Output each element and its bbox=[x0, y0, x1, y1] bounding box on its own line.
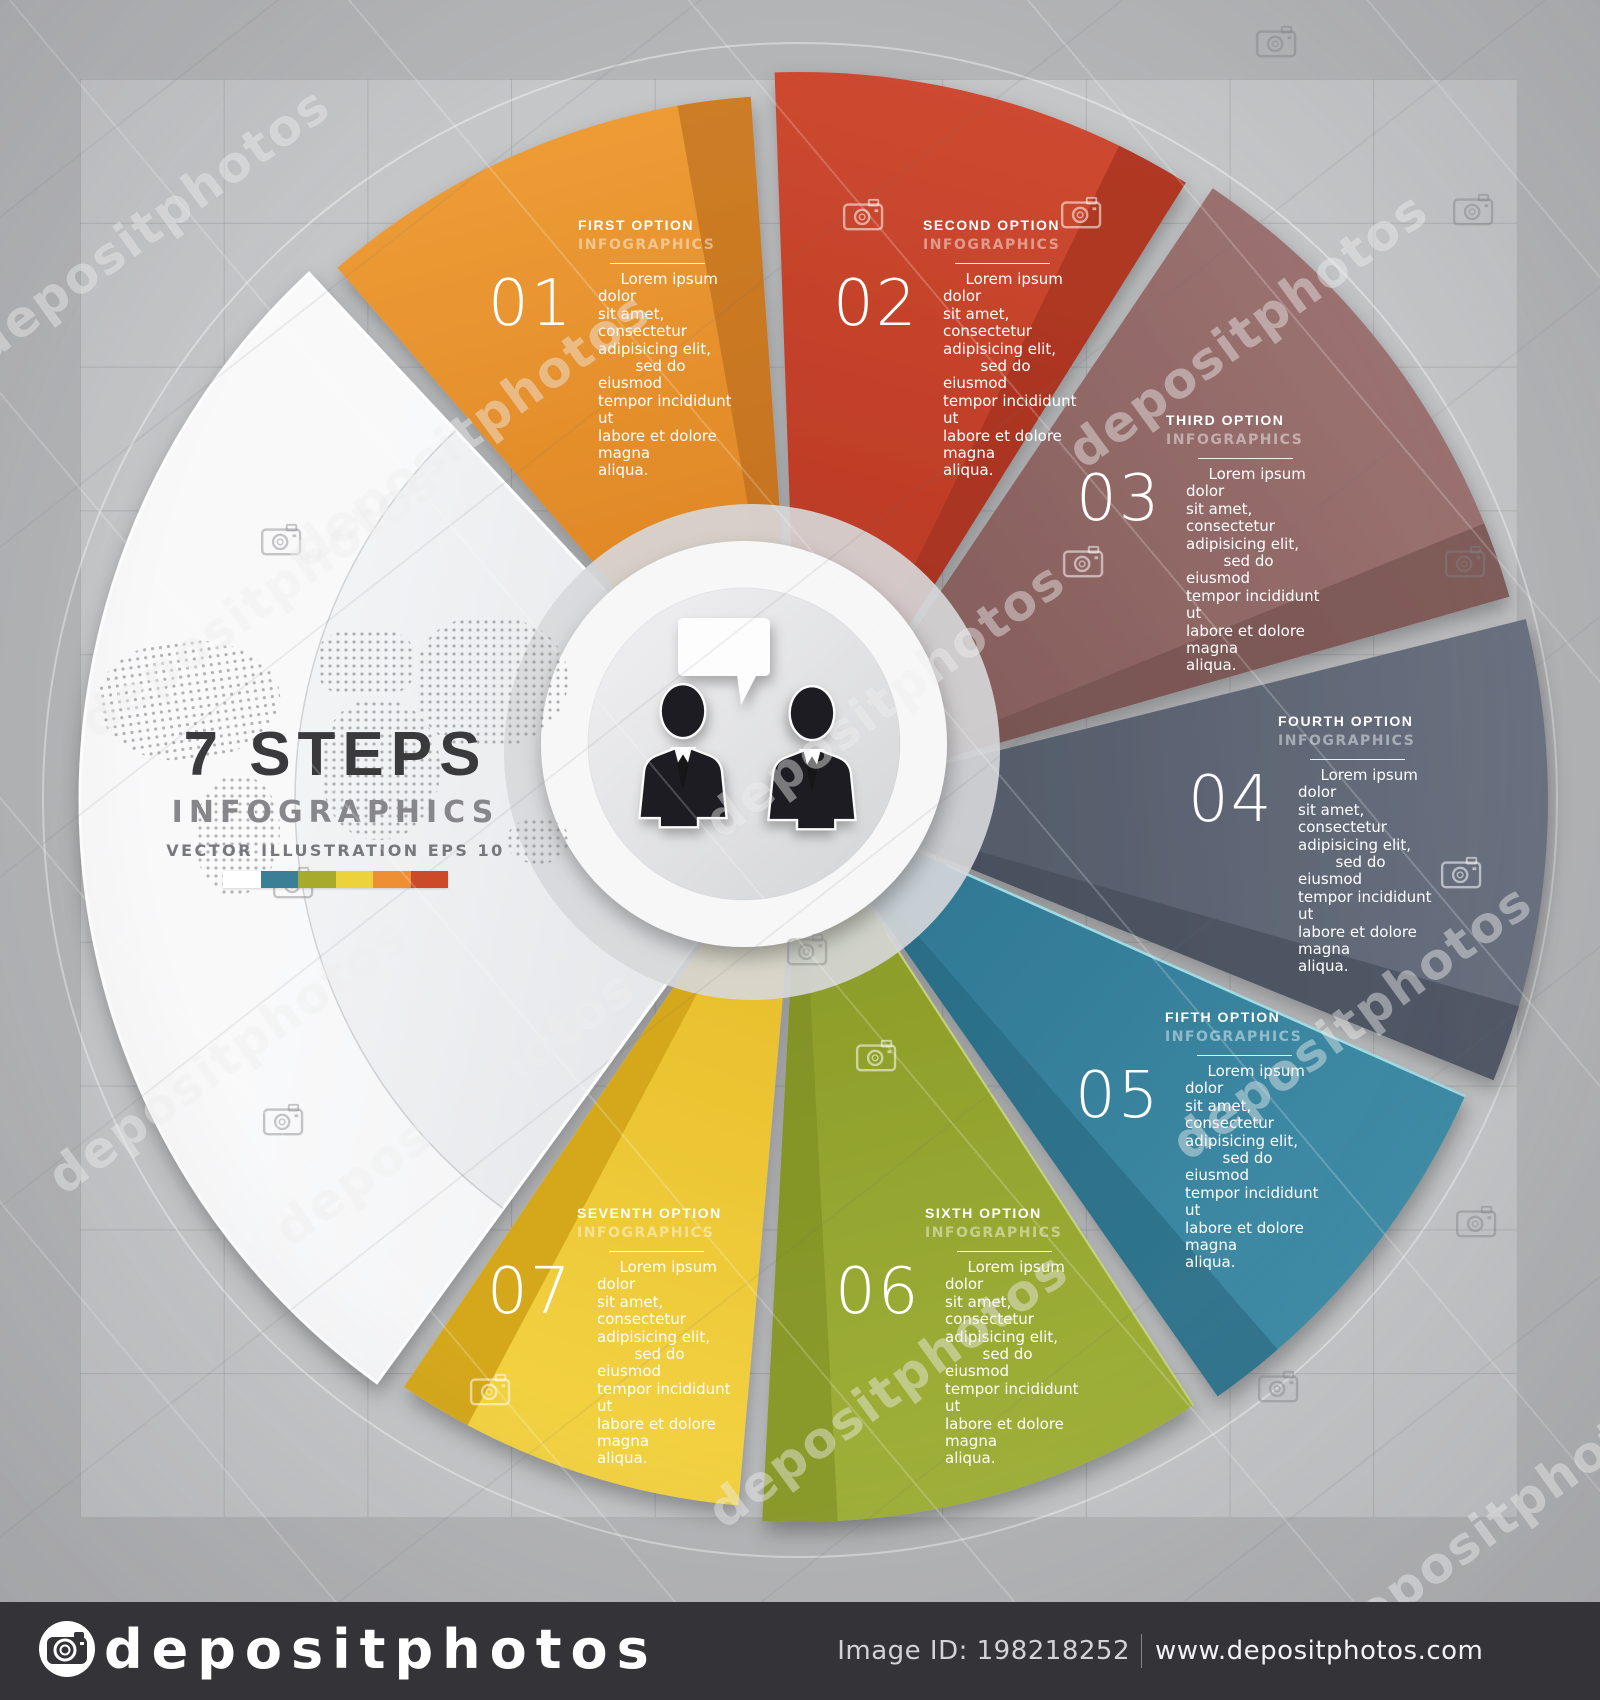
option-title: SEVENTH OPTION bbox=[577, 1205, 722, 1221]
option-subtitle: INFOGRAPHICS bbox=[1165, 1029, 1303, 1045]
speech-bubble-icon bbox=[678, 618, 770, 705]
option-block-1: 01 FIRST OPTION INFOGRAPHICS Lorem ipsum… bbox=[488, 216, 750, 480]
option-body: Lorem ipsum dolor sit amet, consectetur … bbox=[1185, 1062, 1319, 1272]
center-disc bbox=[504, 504, 1000, 1000]
option-number: 02 bbox=[833, 267, 919, 341]
option-number: 03 bbox=[1076, 462, 1162, 536]
footer-logo-text: depositphotos bbox=[104, 1618, 658, 1681]
option-number: 04 bbox=[1188, 763, 1274, 837]
color-swatch bbox=[223, 871, 261, 888]
camera-icon bbox=[1455, 1205, 1497, 1238]
color-swatch-bar bbox=[223, 871, 448, 888]
option-body: Lorem ipsum dolor sit amet, consectetur … bbox=[597, 1258, 731, 1468]
footer-image-id: Image ID: 198218252 bbox=[837, 1636, 1130, 1666]
option-subtitle: INFOGRAPHICS bbox=[925, 1225, 1063, 1241]
outer-guide-circle bbox=[42, 42, 1558, 1558]
pie-slice-option-5-edge-highlight bbox=[945, 863, 1466, 1098]
brand-block: 7 STEPS INFOGRAPHICS VECTOR ILLUSTRATION… bbox=[108, 724, 563, 892]
option-body: Lorem ipsum dolor sit amet, consectetur … bbox=[943, 270, 1077, 480]
option-subtitle: INFOGRAPHICS bbox=[1278, 733, 1416, 749]
camera-icon bbox=[1452, 193, 1494, 226]
option-title: THIRD OPTION bbox=[1166, 412, 1285, 428]
option-block-3: 03 THIRD OPTION INFOGRAPHICS Lorem ipsum… bbox=[1076, 411, 1338, 675]
option-title: SIXTH OPTION bbox=[925, 1205, 1042, 1221]
option-title: FOURTH OPTION bbox=[1278, 713, 1414, 729]
option-number: 07 bbox=[487, 1255, 573, 1329]
option-body: Lorem ipsum dolor sit amet, consectetur … bbox=[1298, 766, 1432, 976]
page-title: 7 STEPS bbox=[183, 720, 488, 789]
page-subtitle: INFOGRAPHICS bbox=[171, 795, 500, 830]
option-block-5: 05 FIFTH OPTION INFOGRAPHICS Lorem ipsum… bbox=[1075, 1008, 1337, 1272]
option-number: 01 bbox=[488, 267, 574, 341]
pie-slice-option-6 bbox=[762, 800, 1194, 1522]
pie-slice-option-5 bbox=[800, 800, 1465, 1397]
color-swatch bbox=[410, 871, 448, 888]
pie-slice-blank-crease bbox=[294, 430, 504, 1210]
pie-diagram bbox=[42, 25, 1558, 1558]
color-swatch bbox=[373, 871, 411, 888]
footer-site-url: www.depositphotos.com bbox=[1155, 1636, 1484, 1666]
footer-separator bbox=[1141, 1634, 1142, 1668]
divider bbox=[957, 1251, 1052, 1252]
option-subtitle: INFOGRAPHICS bbox=[578, 237, 716, 253]
divider bbox=[1310, 759, 1405, 760]
option-title: FIRST OPTION bbox=[578, 217, 694, 233]
option-number: 05 bbox=[1075, 1059, 1161, 1133]
pie-slice-option-6-edge-highlight bbox=[886, 933, 1195, 1407]
pie-slice-option-4-fold bbox=[800, 800, 1520, 1081]
option-block-2: 02 SECOND OPTION INFOGRAPHICS Lorem ipsu… bbox=[833, 216, 1095, 480]
divider bbox=[1198, 458, 1293, 459]
divider bbox=[610, 263, 705, 264]
option-title: FIFTH OPTION bbox=[1165, 1009, 1281, 1025]
option-block-6: 06 SIXTH OPTION INFOGRAPHICS Lorem ipsum… bbox=[835, 1204, 1097, 1468]
option-block-7: 07 SEVENTH OPTION INFOGRAPHICS Lorem ips… bbox=[487, 1204, 749, 1468]
businessman-right-icon bbox=[767, 685, 857, 831]
footer-bar bbox=[0, 1602, 1600, 1700]
option-title: SECOND OPTION bbox=[923, 217, 1060, 233]
page-tagline: VECTOR ILLUSTRATION EPS 10 bbox=[166, 841, 505, 860]
option-subtitle: INFOGRAPHICS bbox=[1166, 432, 1304, 448]
option-subtitle: INFOGRAPHICS bbox=[577, 1225, 715, 1241]
option-body: Lorem ipsum dolor sit amet, consectetur … bbox=[598, 270, 732, 480]
color-swatch bbox=[298, 871, 336, 888]
option-subtitle: INFOGRAPHICS bbox=[923, 237, 1061, 253]
pie-slice-option-6-fold bbox=[762, 800, 838, 1522]
color-swatch bbox=[260, 871, 298, 888]
divider bbox=[609, 1251, 704, 1252]
option-number: 06 bbox=[835, 1255, 921, 1329]
depositphotos-camera-logo-icon bbox=[39, 1621, 95, 1677]
color-swatch bbox=[335, 871, 373, 888]
businessman-left-icon bbox=[638, 683, 728, 829]
option-block-4: 04 FOURTH OPTION INFOGRAPHICS Lorem ipsu… bbox=[1188, 712, 1450, 976]
divider bbox=[1197, 1055, 1292, 1056]
option-body: Lorem ipsum dolor sit amet, consectetur … bbox=[1186, 465, 1320, 675]
infographic-canvas: 7 STEPS INFOGRAPHICS VECTOR ILLUSTRATION… bbox=[0, 0, 1600, 1608]
dotted-world-map bbox=[85, 598, 590, 923]
divider bbox=[955, 263, 1050, 264]
camera-icon bbox=[1255, 25, 1297, 58]
pie-slice-option-5-fold bbox=[800, 800, 1278, 1397]
option-body: Lorem ipsum dolor sit amet, consectetur … bbox=[945, 1258, 1079, 1468]
